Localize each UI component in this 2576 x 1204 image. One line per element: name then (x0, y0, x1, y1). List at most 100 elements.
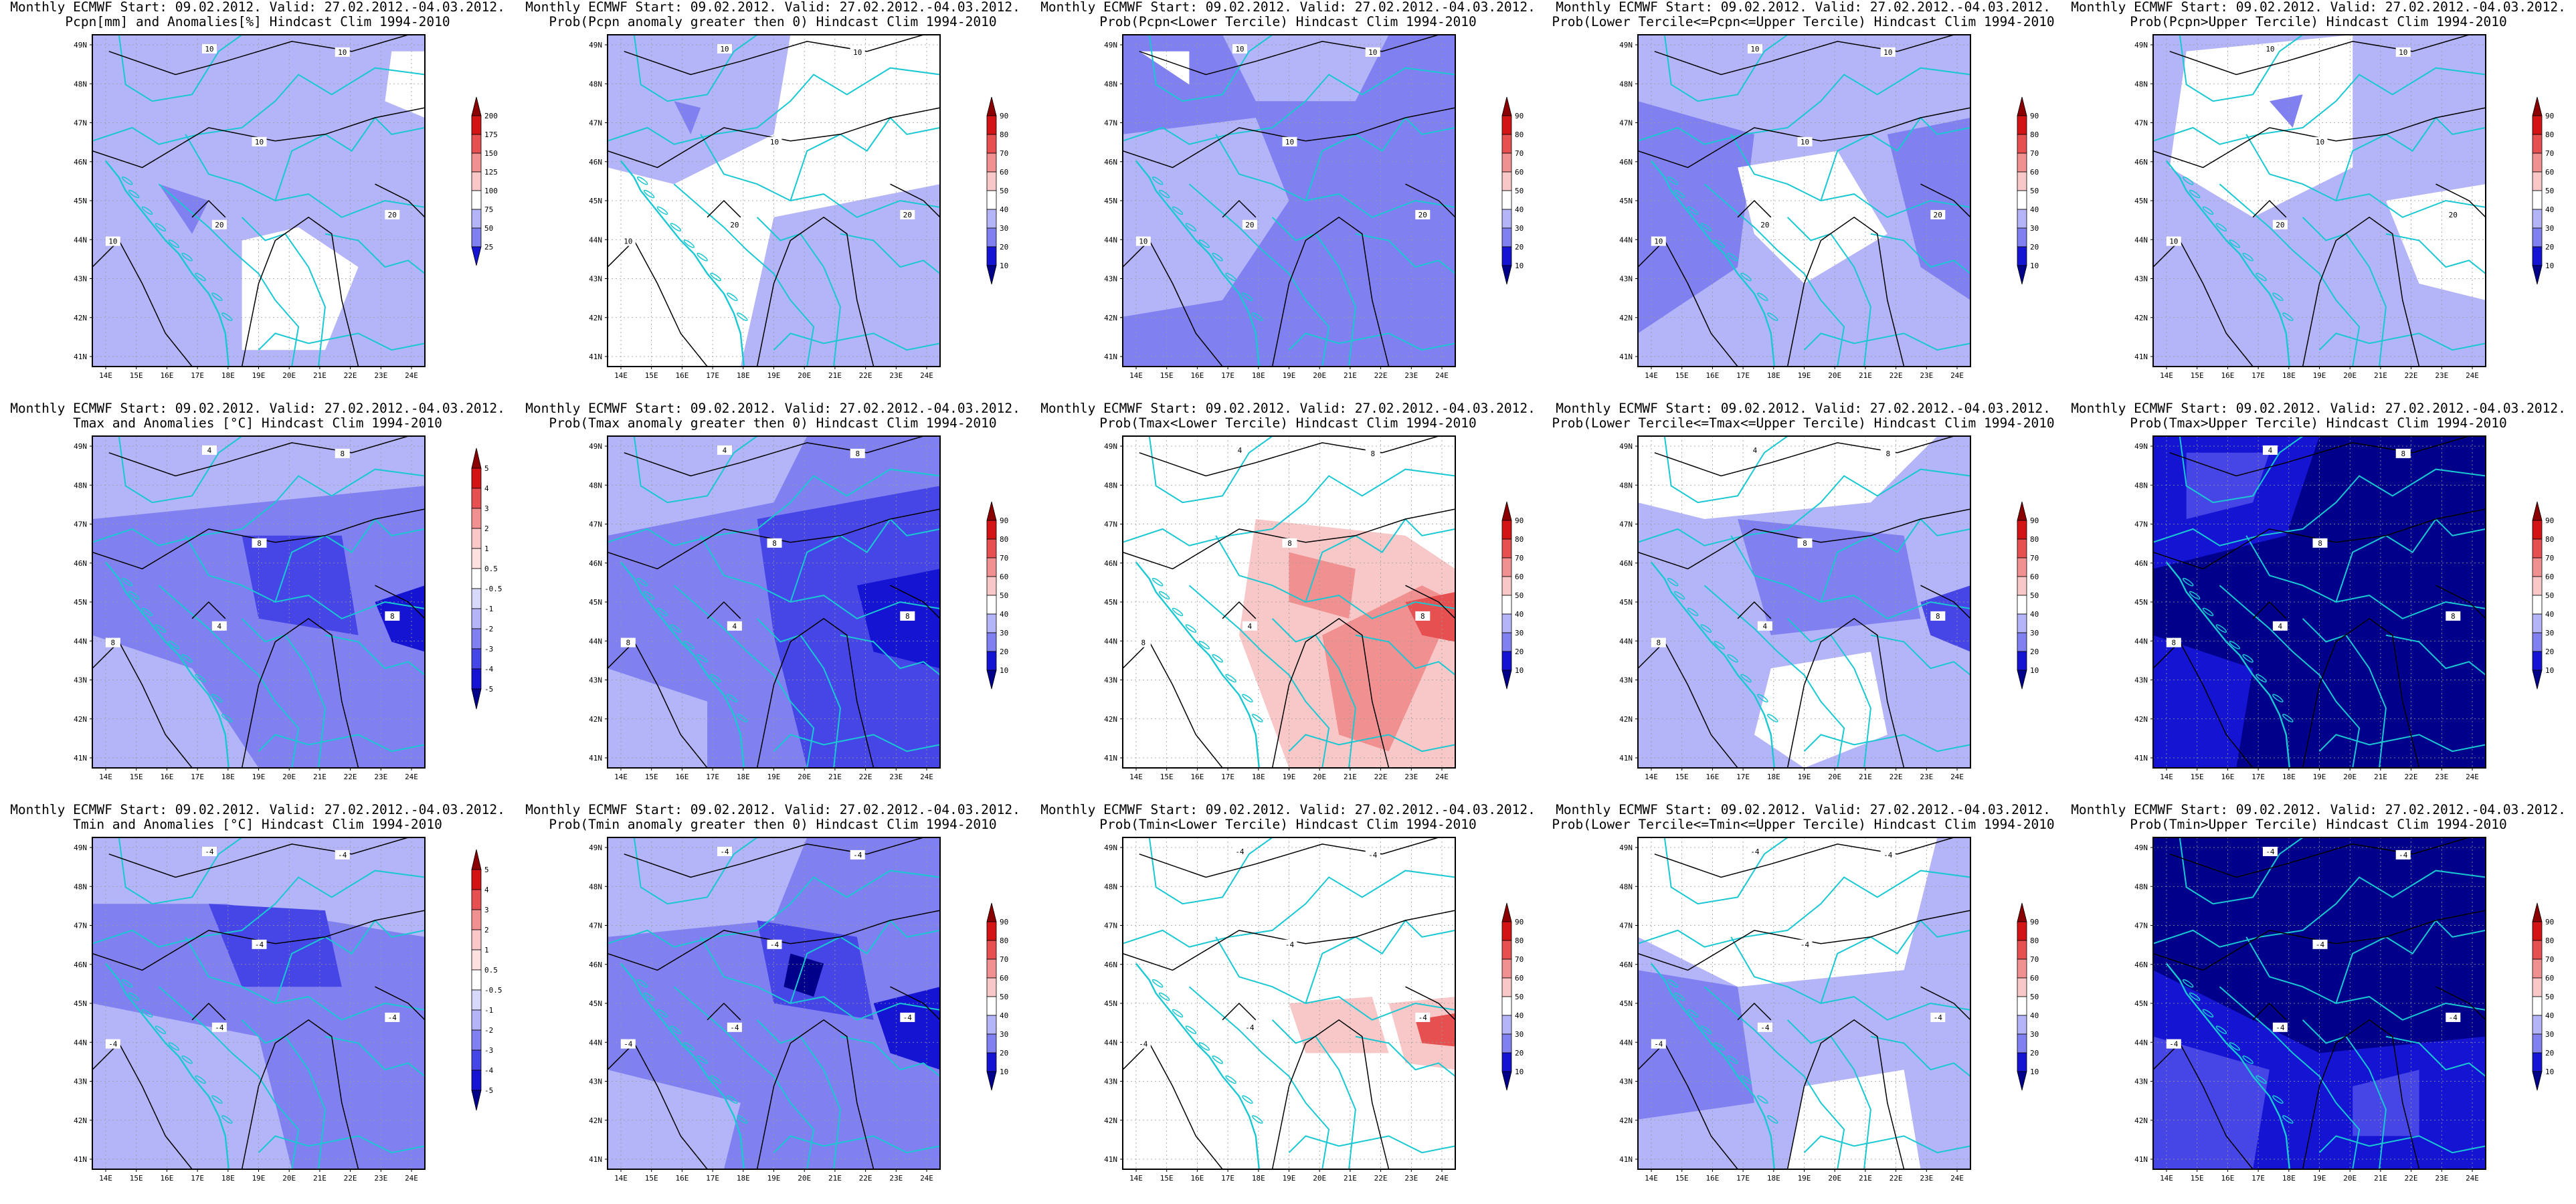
colorbar-label: 40 (2030, 205, 2039, 214)
colorbar-swatch (471, 96, 482, 116)
colorbar-label: 60 (1515, 573, 1524, 581)
colorbar-swatch (1501, 246, 1512, 266)
island-outline (2189, 189, 2201, 199)
contour-line (707, 601, 741, 619)
colorbar-swatch (2017, 959, 2027, 979)
colorbar-legend: 90 80 70 60 50 40 30 20 10 (2532, 902, 2554, 1091)
contour-label-box (1242, 621, 1257, 631)
contour-line (1271, 1019, 1390, 1169)
contour-label: -4 (255, 940, 264, 949)
contour-label: 10 (2399, 48, 2407, 57)
latitude-label: 44N (74, 235, 87, 244)
country-border (773, 734, 940, 752)
latitude-label: 45N (1104, 197, 1117, 205)
contour-label-box (1282, 136, 1297, 146)
longitude-label: 22E (1890, 773, 1903, 781)
colorbar-label: 40 (1000, 1011, 1008, 1020)
island-outline (636, 176, 648, 185)
country-border (756, 217, 841, 367)
contour-line (1139, 35, 1439, 76)
country-border (2153, 468, 2486, 546)
contour-line (1123, 239, 1223, 367)
shading-area (1139, 51, 1190, 85)
longitude-label: 22E (2405, 371, 2418, 380)
colorbar-swatch (986, 209, 997, 229)
colorbar-swatch (2017, 632, 2027, 652)
country-border (700, 535, 940, 619)
contour-label-box (2446, 611, 2461, 621)
contour-line (1271, 216, 1390, 367)
longitude-label: 21E (313, 371, 327, 380)
latitude-label: 41N (74, 754, 87, 763)
contour-label-box (1757, 219, 1772, 229)
country-border (1288, 1135, 1455, 1154)
colorbar-label: -5 (484, 685, 493, 694)
longitude-label: 15E (2191, 371, 2204, 380)
colorbar-label: 90 (1515, 918, 1524, 926)
map-figure: 4 8 8 4 8 8 49N 48N 47N 46N 45N 44N 43N 42N 41N 14E 15E 1… (1104, 435, 1524, 781)
map-figure: 4 8 8 4 8 8 49N 48N 47N 46N 45N 44N 43N 42N 41N 14E 15E 1… (2134, 435, 2554, 781)
contour-label: 20 (1418, 211, 1427, 219)
shading-area (385, 51, 425, 118)
latitude-label: 46N (74, 961, 87, 969)
latitude-label: 46N (2134, 158, 2148, 167)
map-figure: -4 -4 -4 -4 -4 -4 49N 48N 47N 46N 45N 44N 43N 42N 41N 1… (1619, 837, 2039, 1183)
island-outline (1740, 674, 1752, 683)
latitude-label: 41N (1619, 1155, 1633, 1164)
longitude-label: 20E (798, 371, 811, 380)
panel-title-line1: Monthly ECMWF Start: 09.02.2012. Valid: … (525, 0, 1020, 15)
colorbar-swatch (2017, 227, 2027, 247)
island-outline (1225, 272, 1236, 282)
country-border (1786, 1019, 1871, 1169)
island-outline (2282, 1115, 2294, 1124)
colorbar-label: 100 (484, 187, 498, 195)
colorbar-swatch (2017, 940, 2027, 960)
longitude-label: 23E (889, 773, 903, 781)
longitude-label: 24E (1435, 773, 1449, 781)
colorbar-label: 50 (2030, 993, 2039, 1001)
contour-label: 10 (1750, 45, 1759, 54)
contour-label: -4 (2399, 851, 2408, 860)
colorbar-label: 70 (2545, 149, 2554, 158)
colorbar-swatch (986, 265, 997, 285)
island-outline (1185, 223, 1197, 231)
contour-label: -4 (2316, 940, 2325, 949)
latitude-label: 44N (1619, 1038, 1633, 1047)
longitude-label: 24E (1435, 1174, 1449, 1183)
colorbar-swatch (1501, 227, 1512, 247)
country-border (2219, 986, 2361, 1169)
colorbar-swatch (2017, 921, 2027, 941)
colorbar-swatch (2532, 190, 2543, 210)
island-outline (141, 607, 153, 617)
latitude-label: 42N (2134, 1116, 2148, 1125)
colorbar-label: 20 (1000, 1049, 1008, 1058)
panel-title-line1: Monthly ECMWF Start: 09.02.2012. Valid: … (2071, 802, 2566, 817)
colorbar-swatch (986, 538, 997, 559)
contour-label: 10 (1883, 48, 1892, 57)
colorbar-label: 40 (2030, 1011, 2039, 1020)
panel-title-line2: Prob(Lower Tercile<=Tmin<=Upper Tercile)… (1552, 817, 2055, 832)
shading-area (242, 227, 359, 350)
colorbar-label: 50 (1000, 591, 1008, 600)
island-outline (670, 624, 682, 633)
country-border (2179, 35, 2304, 102)
contour-label-box (900, 1012, 915, 1022)
island-outline (1172, 206, 1184, 215)
colorbar-swatch (2017, 265, 2027, 285)
map-figure: -4 -4 -4 -4 -4 -4 49N 48N 47N 46N 45N 44N 43N 42N 41N 1… (74, 837, 502, 1183)
country-border (1288, 734, 1455, 752)
contour-label-box (385, 611, 400, 621)
colorbar-swatch (2532, 246, 2543, 266)
colorbar-label: 60 (1515, 168, 1524, 177)
shading-area (92, 635, 259, 768)
map-figure: 10 10 10 20 10 20 49N 48N 47N 46N 45N 44N 43N 42N 41N 1… (1619, 34, 2039, 380)
colorbar-label: 80 (2030, 535, 2039, 544)
country-border (1820, 518, 1970, 603)
island-outline (195, 272, 206, 282)
contour-line (1737, 601, 1772, 619)
country-border (1803, 1135, 1970, 1154)
country-border (2179, 436, 2304, 504)
latitude-label: 47N (74, 922, 87, 930)
longitude-label: 16E (160, 371, 173, 380)
